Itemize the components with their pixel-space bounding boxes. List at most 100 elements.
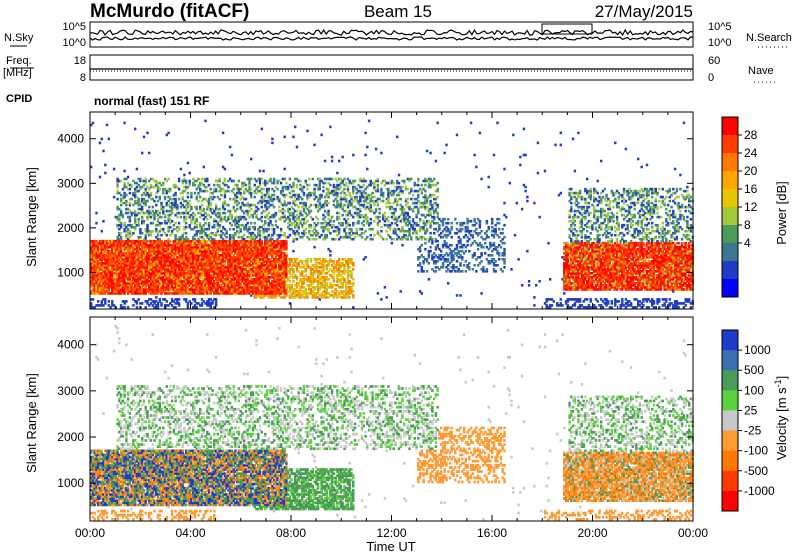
rti-cell xyxy=(262,258,265,261)
rti-cell xyxy=(167,262,170,265)
rti-cell xyxy=(276,262,279,265)
rti-cell xyxy=(183,199,186,203)
rti-cell xyxy=(316,296,320,299)
rti-cell xyxy=(221,239,225,243)
rti-cell xyxy=(237,266,241,269)
rti-cell xyxy=(91,243,95,247)
rti-cell xyxy=(281,270,285,273)
rti-cell xyxy=(295,270,299,273)
rti-cell xyxy=(167,256,170,259)
rti-cell xyxy=(216,221,219,225)
rti-cell xyxy=(100,254,103,257)
rti-cell xyxy=(174,284,177,287)
rti-cell xyxy=(169,249,172,253)
rti-cell xyxy=(209,306,212,309)
rti-cell xyxy=(132,245,135,249)
rti-cell xyxy=(169,262,172,265)
rti-cell xyxy=(119,241,123,245)
rti-cell xyxy=(183,241,186,245)
rti-cell xyxy=(153,278,156,281)
rti-cell xyxy=(144,270,147,273)
rti-cell xyxy=(105,243,109,247)
rti-cell xyxy=(244,254,248,257)
rti-cell xyxy=(253,225,256,229)
rti-cell xyxy=(322,276,325,279)
rti-cell xyxy=(299,260,302,263)
rti-cell xyxy=(153,217,156,221)
rti-cell xyxy=(267,290,270,293)
rti-cell xyxy=(264,258,267,261)
rti-cell xyxy=(104,254,107,257)
rti-cell xyxy=(119,278,123,281)
rti-cell xyxy=(126,272,130,275)
rti-cell xyxy=(262,260,265,263)
rti-cell xyxy=(153,284,156,287)
rti-cell xyxy=(216,280,219,283)
rti-cell xyxy=(248,191,251,195)
rti-cell xyxy=(128,187,132,191)
rti-cell xyxy=(134,193,137,197)
rti-cell xyxy=(299,288,302,291)
rti-cell xyxy=(320,294,323,297)
rti-cell xyxy=(258,290,262,293)
rti-cell xyxy=(285,270,288,273)
rti-cell xyxy=(192,256,195,259)
rti-cell xyxy=(148,256,151,259)
rti-cell xyxy=(186,239,190,243)
rti-cell xyxy=(139,278,142,281)
rti-cell xyxy=(267,284,270,287)
rti-cell xyxy=(255,264,258,267)
rti-cell xyxy=(155,270,158,273)
rti-cell xyxy=(105,272,109,275)
rti-cell xyxy=(188,290,191,293)
rti-cell xyxy=(267,270,270,273)
rti-cell xyxy=(153,276,156,279)
rti-cell xyxy=(246,278,249,281)
rti-cell xyxy=(111,288,114,291)
rti-cell xyxy=(202,237,205,241)
rti-cell xyxy=(281,189,285,193)
rti-cell xyxy=(279,209,283,213)
rti-cell xyxy=(155,211,158,215)
rti-cell xyxy=(176,280,179,283)
rti-cell xyxy=(274,284,278,287)
rti-cell xyxy=(264,183,267,187)
rti-cell xyxy=(162,241,165,245)
rti-cell xyxy=(272,260,276,263)
rti-cell xyxy=(125,229,128,233)
rti-cell xyxy=(144,187,147,191)
rti-cell xyxy=(281,288,285,291)
rti-cell xyxy=(93,280,96,283)
rti-cell xyxy=(278,282,281,285)
rti-cell xyxy=(165,233,168,237)
rti-cell xyxy=(285,181,288,185)
rti-cell xyxy=(172,260,176,263)
rti-cell xyxy=(111,272,114,275)
rti-cell xyxy=(153,264,156,267)
rti-cell xyxy=(167,219,170,223)
rti-cell xyxy=(148,266,151,269)
rti-cell xyxy=(248,245,251,249)
rti-cell xyxy=(167,187,170,191)
rti-cell xyxy=(190,282,193,285)
rti-cell xyxy=(230,270,234,273)
rti-cell xyxy=(118,268,121,271)
rti-cell xyxy=(116,292,119,295)
rti-cell xyxy=(185,288,188,291)
rti-cell xyxy=(213,292,216,295)
rti-cell xyxy=(325,272,329,275)
rti-cell xyxy=(183,205,186,209)
rti-cell xyxy=(221,227,225,231)
rti-cell xyxy=(195,306,198,309)
rti-cell xyxy=(258,272,262,275)
rti-cell xyxy=(181,191,184,195)
rti-cell xyxy=(141,193,144,197)
rti-cell xyxy=(276,181,279,185)
rti-cell xyxy=(209,278,212,281)
rti-cell xyxy=(116,197,119,201)
rti-cell xyxy=(302,290,306,293)
rti-cell xyxy=(126,274,130,277)
rti-cell xyxy=(130,262,133,265)
rti-cell xyxy=(225,266,228,269)
rti-cell xyxy=(253,237,256,241)
